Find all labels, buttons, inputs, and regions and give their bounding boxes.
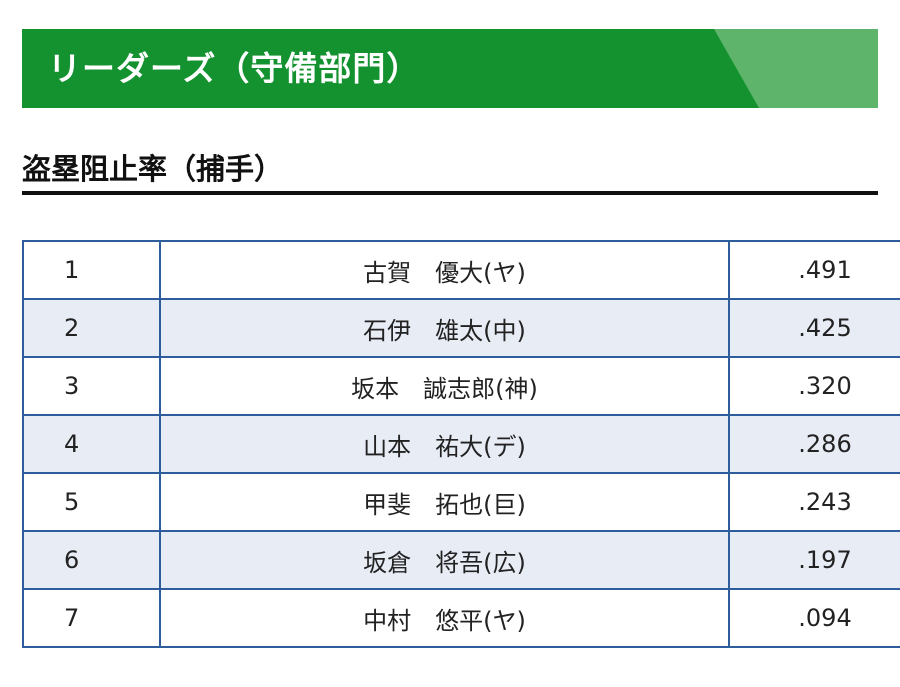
rank-cell: 3: [22, 356, 161, 416]
leaders-table: 1 古賀 優大(ヤ) .491 2 石伊 雄太(中) .425 3 坂本 誠志郎…: [22, 240, 900, 648]
table-row: 2 石伊 雄太(中) .425: [22, 298, 900, 358]
banner-title: リーダーズ（守備部門）: [48, 49, 421, 88]
table-row: 1 古賀 優大(ヤ) .491: [22, 240, 900, 300]
leaders-banner: リーダーズ（守備部門）: [22, 29, 878, 108]
rank-cell: 4: [22, 414, 161, 474]
stat-value-cell: .286: [728, 414, 900, 474]
banner-accent-stripe: [714, 29, 878, 108]
stat-value-cell: .094: [728, 588, 900, 648]
rank-cell: 5: [22, 472, 161, 532]
rank-cell: 1: [22, 240, 161, 300]
table-row: 3 坂本 誠志郎(神) .320: [22, 356, 900, 416]
rank-cell: 2: [22, 298, 161, 358]
table-row: 6 坂倉 将吾(広) .197: [22, 530, 900, 590]
player-name-cell: 坂倉 将吾(広): [159, 530, 730, 590]
stat-value-cell: .243: [728, 472, 900, 532]
stat-value-cell: .197: [728, 530, 900, 590]
table-row: 7 中村 悠平(ヤ) .094: [22, 588, 900, 648]
table-row: 4 山本 祐大(デ) .286: [22, 414, 900, 474]
rank-cell: 6: [22, 530, 161, 590]
player-name-cell: 山本 祐大(デ): [159, 414, 730, 474]
player-name-cell: 甲斐 拓也(巨): [159, 472, 730, 532]
table-row: 5 甲斐 拓也(巨) .243: [22, 472, 900, 532]
stat-value-cell: .491: [728, 240, 900, 300]
section-title: 盗塁阻止率（捕手）: [22, 152, 284, 186]
player-name-cell: 中村 悠平(ヤ): [159, 588, 730, 648]
section-divider: [22, 191, 878, 195]
stat-value-cell: .320: [728, 356, 900, 416]
player-name-cell: 石伊 雄太(中): [159, 298, 730, 358]
rank-cell: 7: [22, 588, 161, 648]
stat-value-cell: .425: [728, 298, 900, 358]
player-name-cell: 坂本 誠志郎(神): [159, 356, 730, 416]
player-name-cell: 古賀 優大(ヤ): [159, 240, 730, 300]
